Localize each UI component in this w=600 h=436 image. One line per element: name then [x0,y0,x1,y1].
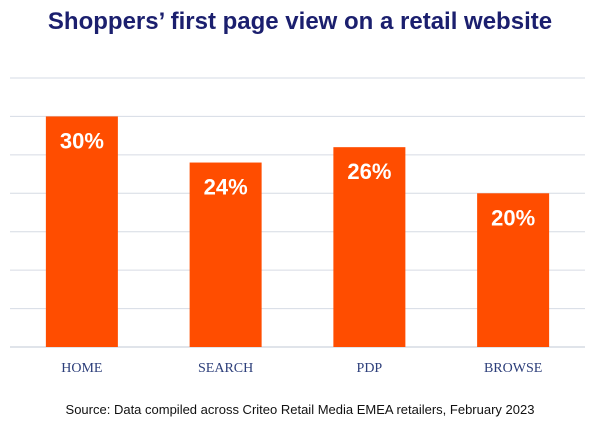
data-label-pdp: 26% [347,159,391,184]
x-tick-home: HOME [61,361,102,376]
data-label-search: 24% [204,175,248,200]
data-label-browse: 20% [491,205,535,230]
source-note: Source: Data compiled across Criteo Reta… [65,402,535,417]
bar-browse [477,193,550,347]
x-tick-search: SEARCH [198,361,253,376]
bar-search [189,162,262,347]
bar-pdp [333,147,406,347]
x-tick-labels: HOME SEARCH PDP BROWSE [61,361,542,376]
x-tick-browse: BROWSE [484,361,542,376]
chart-title: Shoppers’ first page view on a retail we… [47,8,553,35]
data-label-home: 30% [60,128,104,153]
bar-home [45,116,118,347]
x-tick-pdp: PDP [357,361,383,376]
data-labels: 30% 24% 26% 20% [60,128,535,230]
bars [45,116,550,347]
